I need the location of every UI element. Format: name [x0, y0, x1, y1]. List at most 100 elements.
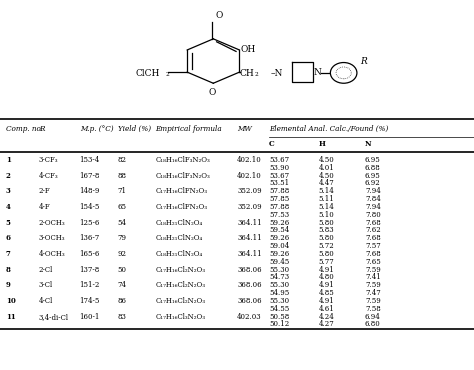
Text: C₁₇H₁₆Cl₂N₂O₃: C₁₇H₁₆Cl₂N₂O₃: [155, 282, 205, 289]
Text: 5.10: 5.10: [319, 211, 334, 219]
Text: 6.88: 6.88: [365, 164, 381, 172]
Text: MW: MW: [237, 125, 252, 133]
Text: 88: 88: [118, 172, 127, 180]
Text: 7.84: 7.84: [365, 195, 381, 203]
Text: 79: 79: [118, 235, 127, 242]
Text: 6.95: 6.95: [365, 156, 381, 164]
Text: CH: CH: [239, 70, 254, 78]
Text: 4-Cl: 4-Cl: [39, 297, 53, 305]
Text: C₁₈H₂₁ClN₂O₄: C₁₈H₂₁ClN₂O₄: [155, 219, 203, 227]
Text: Empirical formula: Empirical formula: [155, 125, 222, 133]
Text: 6.95: 6.95: [365, 172, 381, 180]
Text: 8: 8: [6, 266, 10, 274]
Text: 50: 50: [118, 266, 127, 274]
Text: 54.55: 54.55: [269, 305, 290, 313]
Text: 1: 1: [6, 156, 10, 164]
Text: 54.95: 54.95: [269, 289, 290, 297]
Text: 368.06: 368.06: [237, 297, 262, 305]
Text: 7.57: 7.57: [365, 242, 381, 250]
Text: 10: 10: [6, 297, 16, 305]
Text: 11: 11: [6, 313, 16, 321]
Text: 53.67: 53.67: [269, 172, 289, 180]
Text: 59.45: 59.45: [269, 258, 290, 266]
Text: 7.94: 7.94: [365, 203, 381, 211]
Text: 5.11: 5.11: [319, 195, 334, 203]
Text: 2-Cl: 2-Cl: [39, 266, 53, 274]
Text: 4.50: 4.50: [319, 172, 334, 180]
Text: 71: 71: [118, 187, 127, 195]
Text: 5.83: 5.83: [319, 226, 334, 235]
Text: 55.30: 55.30: [269, 266, 289, 274]
Text: 2: 2: [6, 172, 10, 180]
Text: 137-8: 137-8: [80, 266, 100, 274]
Text: 4: 4: [6, 203, 10, 211]
Text: 364.11: 364.11: [237, 219, 262, 227]
Text: 4.91: 4.91: [319, 282, 334, 289]
Text: 2: 2: [255, 71, 259, 77]
Text: 55.30: 55.30: [269, 282, 289, 289]
Text: 151-2: 151-2: [80, 282, 100, 289]
Text: 352.09: 352.09: [237, 203, 262, 211]
Text: 7.58: 7.58: [365, 305, 381, 313]
Text: 364.11: 364.11: [237, 250, 262, 258]
Text: 165-6: 165-6: [80, 250, 100, 258]
Text: 3-OCH₃: 3-OCH₃: [39, 235, 65, 242]
Text: C₁₈H₂₁ClN₂O₄: C₁₈H₂₁ClN₂O₄: [155, 235, 203, 242]
Text: 3-CF₃: 3-CF₃: [39, 156, 58, 164]
Text: 5.80: 5.80: [319, 235, 334, 242]
Text: 174-5: 174-5: [80, 297, 100, 305]
Text: C₁₇H₁₆Cl₂N₂O₃: C₁₇H₁₆Cl₂N₂O₃: [155, 266, 205, 274]
Text: C₁₇H₁₆Cl₂N₂O₃: C₁₇H₁₆Cl₂N₂O₃: [155, 297, 205, 305]
Text: 3: 3: [6, 187, 10, 195]
Text: 154-5: 154-5: [80, 203, 100, 211]
Text: 59.54: 59.54: [269, 226, 290, 235]
Text: 402.10: 402.10: [237, 156, 262, 164]
Text: 7.65: 7.65: [365, 258, 381, 266]
Text: 364.11: 364.11: [237, 235, 262, 242]
Text: 5.80: 5.80: [319, 250, 334, 258]
Text: 5.14: 5.14: [319, 187, 334, 195]
Text: 352.09: 352.09: [237, 187, 262, 195]
Text: 3-Cl: 3-Cl: [39, 282, 53, 289]
Text: 368.06: 368.06: [237, 282, 262, 289]
Text: 54: 54: [118, 219, 127, 227]
Text: N: N: [314, 68, 322, 77]
Text: 83: 83: [118, 313, 127, 321]
Text: Yield (%): Yield (%): [118, 125, 151, 133]
Text: 4.27: 4.27: [319, 320, 334, 329]
Text: 4.85: 4.85: [319, 289, 334, 297]
Text: 4-CF₃: 4-CF₃: [39, 172, 58, 180]
Text: Elemental Anal. Calc./Found (%): Elemental Anal. Calc./Found (%): [269, 125, 389, 133]
Text: 4-F: 4-F: [39, 203, 51, 211]
Text: 4.61: 4.61: [319, 305, 334, 313]
Text: 4.24: 4.24: [319, 313, 334, 321]
Text: 4.01: 4.01: [319, 164, 334, 172]
Text: 50.58: 50.58: [269, 313, 290, 321]
Text: 153-4: 153-4: [80, 156, 100, 164]
Text: 5: 5: [6, 219, 10, 227]
Text: C₁₈H₁₆ClF₃N₂O₃: C₁₈H₁₆ClF₃N₂O₃: [155, 172, 210, 180]
Text: 59.26: 59.26: [269, 235, 290, 242]
Text: 50.12: 50.12: [269, 320, 290, 329]
Text: –N: –N: [270, 70, 283, 78]
Text: 160-1: 160-1: [80, 313, 100, 321]
Text: C₁₇H₁₆ClFN₂O₃: C₁₇H₁₆ClFN₂O₃: [155, 203, 208, 211]
Text: 4.80: 4.80: [319, 273, 334, 282]
Text: 5.77: 5.77: [319, 258, 334, 266]
Text: 7.94: 7.94: [365, 187, 381, 195]
Text: 2-OCH₃: 2-OCH₃: [39, 219, 65, 227]
Text: 92: 92: [118, 250, 127, 258]
Text: 402.10: 402.10: [237, 172, 262, 180]
Text: Comp. no.: Comp. no.: [6, 125, 43, 133]
Text: 6.94: 6.94: [365, 313, 381, 321]
Text: 148-9: 148-9: [80, 187, 100, 195]
Text: 2-F: 2-F: [39, 187, 51, 195]
Text: R: R: [360, 57, 367, 66]
Text: 59.04: 59.04: [269, 242, 290, 250]
Text: 9: 9: [6, 282, 10, 289]
Text: 7.68: 7.68: [365, 235, 381, 242]
Text: 82: 82: [118, 156, 127, 164]
Text: R: R: [39, 125, 45, 133]
Text: 57.88: 57.88: [269, 187, 290, 195]
Text: 167-8: 167-8: [80, 172, 100, 180]
